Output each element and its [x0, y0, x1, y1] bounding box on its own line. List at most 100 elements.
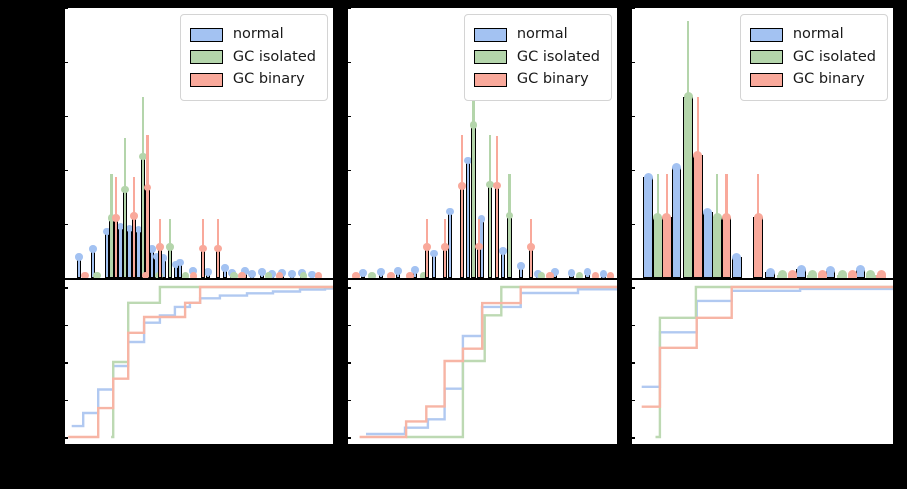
cdf-plot — [641, 285, 893, 439]
y-axis-tick — [632, 8, 635, 9]
cdf-panel-left — [65, 280, 333, 444]
legend-swatch-normal — [473, 27, 507, 42]
cdf-line-gc-isolated — [111, 285, 333, 439]
legend-label-gc-isolated: GC isolated — [232, 48, 316, 65]
cdf-line-gc-isolated — [655, 285, 893, 439]
y-axis-tick — [632, 399, 635, 401]
legend-swatch-normal — [749, 27, 783, 42]
histogram-bar-normal — [465, 160, 471, 278]
bar-marker-normal — [221, 264, 229, 272]
legend-label-gc-binary: GC binary — [232, 71, 305, 88]
y-axis-tick — [65, 115, 68, 117]
legend-swatch-gc-binary — [473, 72, 507, 87]
bar-marker-normal — [567, 269, 576, 277]
cdf-plot — [359, 285, 617, 439]
bar-marker-normal — [430, 249, 438, 258]
bar-marker-normal — [499, 247, 507, 255]
y-axis-tick — [348, 324, 351, 326]
bar-marker-gc-isolated — [166, 243, 174, 251]
bar-marker-normal — [89, 245, 97, 253]
bar-marker-gc-binary — [238, 272, 246, 278]
bar-marker-gc-isolated — [537, 272, 546, 278]
bar-marker-gc-binary — [199, 244, 207, 253]
bar-marker-gc-binary — [352, 272, 360, 278]
legend: normal GC isolated GC binary — [463, 14, 612, 101]
bar-marker-gc-binary — [848, 270, 858, 278]
bar-marker-gc-isolated — [419, 272, 428, 278]
y-axis-tick — [65, 169, 68, 171]
bar-marker-gc-binary — [606, 272, 615, 278]
legend-swatch-gc-isolated — [749, 50, 783, 65]
cdf-panel-right — [632, 280, 893, 444]
bar-marker-normal — [394, 267, 402, 275]
y-axis-tick — [632, 362, 635, 364]
bar-marker-normal — [672, 162, 682, 172]
y-axis-tick — [348, 362, 351, 364]
bar-marker-gc-binary — [475, 242, 483, 251]
bar-marker-gc-isolated — [837, 270, 847, 278]
bar-marker-gc-isolated — [683, 92, 693, 102]
legend-swatch-gc-isolated — [189, 50, 223, 65]
bar-marker-gc-isolated — [121, 185, 129, 194]
bar-marker-gc-binary — [156, 243, 164, 251]
histogram-panel-right: normal GC isolated GC binary — [632, 8, 893, 280]
cdf-line-gc-binary — [68, 285, 333, 439]
bar-marker-normal — [103, 227, 111, 236]
bar-marker-normal — [134, 225, 143, 234]
y-axis-tick — [632, 169, 635, 171]
bar-marker-normal — [856, 265, 866, 275]
bar-marker-normal — [517, 262, 525, 270]
cdf-line-normal — [71, 287, 333, 428]
y-axis-tick — [65, 61, 68, 63]
bar-marker-normal — [75, 253, 83, 261]
bar-marker-normal — [477, 215, 486, 223]
bar-marker-gc-binary — [112, 214, 120, 222]
y-axis-tick — [348, 169, 351, 171]
y-axis-tick — [348, 223, 351, 225]
legend-entry-normal: normal — [749, 25, 876, 45]
bar-marker-gc-isolated — [575, 272, 584, 278]
legend-entry-gc-binary: GC binary — [749, 70, 876, 90]
legend-label-gc-isolated: GC isolated — [792, 48, 876, 65]
legend-label-normal: normal — [232, 26, 284, 42]
bar-marker-normal — [464, 156, 472, 165]
y-axis-tick — [65, 399, 68, 401]
histogram-bar-normal — [702, 212, 713, 278]
cdf-line-gc-binary — [359, 285, 617, 439]
bar-marker-normal — [643, 172, 653, 182]
panel-column-left: normal GC isolated GC binary — [65, 8, 333, 444]
histogram-bar-normal — [643, 177, 654, 278]
y-axis-tick — [348, 437, 351, 439]
bar-marker-normal — [152, 252, 161, 261]
bar-marker-normal — [189, 267, 197, 275]
bar-marker-gc-isolated — [139, 152, 147, 161]
bar-marker-gc-binary — [423, 243, 431, 251]
histogram-panel-left: normal GC isolated GC binary — [65, 8, 333, 280]
bar-marker-gc-binary — [441, 243, 449, 251]
cdf-line-gc-binary — [641, 285, 893, 408]
bar-marker-gc-binary — [527, 243, 535, 251]
legend-entry-normal: normal — [189, 25, 316, 45]
y-axis-tick — [65, 223, 68, 225]
panel-column-right: normal GC isolated GC binary — [632, 8, 893, 444]
bar-marker-normal — [534, 270, 542, 278]
bar-marker-gc-binary — [189, 272, 198, 278]
bar-marker-normal — [411, 266, 419, 274]
bar-marker-gc-isolated — [299, 272, 308, 278]
bar-marker-normal — [359, 269, 367, 277]
legend-entry-normal: normal — [473, 25, 600, 45]
bar-marker-normal — [258, 268, 266, 276]
bar-marker-normal — [551, 268, 559, 276]
y-axis-tick — [348, 399, 351, 401]
legend-label-gc-binary: GC binary — [792, 71, 865, 88]
bar-marker-gc-isolated — [264, 272, 273, 278]
bar-marker-gc-isolated — [777, 270, 787, 278]
legend-entry-gc-isolated: GC isolated — [189, 48, 316, 68]
bar-marker-gc-binary — [493, 181, 501, 190]
histogram-bar-normal — [500, 251, 506, 278]
bar-marker-normal — [172, 260, 180, 269]
y-axis-tick — [632, 324, 635, 326]
cdf-line-normal — [641, 287, 893, 388]
legend: normal GC isolated GC binary — [739, 14, 888, 101]
